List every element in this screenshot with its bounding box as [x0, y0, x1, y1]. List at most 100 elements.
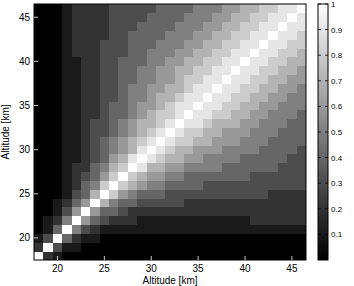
heatmap-cell — [287, 136, 297, 145]
colorbar-tick-label: 0.3 — [331, 179, 343, 188]
heatmap-cell — [43, 101, 53, 110]
heatmap-cell — [137, 172, 147, 181]
heatmap-cell — [231, 242, 241, 251]
heatmap-cell — [278, 216, 288, 225]
heatmap-cell — [268, 198, 278, 207]
heatmap-cell — [156, 198, 166, 207]
heatmap-cell — [118, 136, 128, 145]
x-tick-label: 40 — [239, 263, 251, 274]
heatmap-cell — [118, 66, 128, 75]
heatmap-cell — [90, 189, 100, 198]
heatmap-cell — [287, 110, 297, 119]
heatmap-cell — [250, 119, 260, 128]
heatmap-cell — [156, 189, 166, 198]
heatmap-cell — [137, 22, 147, 31]
colorbar-tick — [325, 55, 328, 56]
heatmap-cell — [147, 207, 157, 216]
heatmap-cell — [43, 13, 53, 22]
heatmap-cell — [128, 48, 138, 57]
y-tick — [34, 61, 38, 62]
heatmap-cell — [175, 242, 185, 251]
heatmap-cell — [297, 225, 306, 234]
heatmap-cell — [147, 225, 157, 234]
heatmap-cell — [297, 234, 306, 243]
heatmap-cell — [118, 234, 128, 243]
heatmap-cell — [53, 128, 63, 137]
heatmap-cell — [147, 234, 157, 243]
heatmap-cell — [137, 75, 147, 84]
heatmap-cell — [109, 216, 119, 225]
heatmap-cell — [118, 207, 128, 216]
heatmap-cell — [81, 181, 91, 190]
heatmap-cell — [222, 119, 232, 128]
heatmap-cell — [278, 207, 288, 216]
heatmap-cell — [268, 101, 278, 110]
heatmap-cell — [240, 181, 250, 190]
x-tick — [151, 256, 152, 260]
heatmap-cell — [297, 83, 306, 92]
heatmap-cell — [240, 110, 250, 119]
heatmap-cell — [222, 4, 232, 13]
heatmap-cell — [118, 13, 128, 22]
heatmap-cell — [81, 216, 91, 225]
heatmap-cell — [268, 225, 278, 234]
heatmap-cell — [128, 101, 138, 110]
heatmap-cell — [118, 75, 128, 84]
heatmap-cell — [109, 57, 119, 66]
heatmap-cell — [184, 83, 194, 92]
heatmap-cell — [137, 128, 147, 137]
heatmap-cell — [287, 172, 297, 181]
heatmap-cell — [287, 207, 297, 216]
heatmap-cell — [212, 119, 222, 128]
y-tick-label: 25 — [19, 188, 31, 199]
heatmap-cell — [287, 163, 297, 172]
heatmap-cell — [100, 22, 110, 31]
x-tick-label: 35 — [193, 263, 205, 274]
heatmap-cell — [287, 66, 297, 75]
heatmap-cell — [287, 13, 297, 22]
heatmap-cell — [118, 22, 128, 31]
heatmap-cell — [137, 251, 147, 260]
heatmap-cell — [165, 110, 175, 119]
heatmap-cell — [72, 163, 82, 172]
heatmap-cell — [203, 242, 213, 251]
heatmap-cell — [222, 48, 232, 57]
heatmap-cell — [212, 189, 222, 198]
heatmap-cell — [250, 163, 260, 172]
heatmap-cell — [268, 136, 278, 145]
heatmap-cell — [203, 13, 213, 22]
heatmap-cell — [109, 75, 119, 84]
heatmap-cell — [165, 128, 175, 137]
heatmap-cell — [240, 101, 250, 110]
heatmap-cell — [184, 234, 194, 243]
heatmap-cell — [222, 189, 232, 198]
heatmap-cell — [212, 30, 222, 39]
heatmap-cell — [240, 225, 250, 234]
heatmap-cell — [43, 181, 53, 190]
heatmap-cell — [287, 101, 297, 110]
heatmap-cell — [240, 128, 250, 137]
heatmap-cell — [147, 83, 157, 92]
heatmap-cell — [62, 110, 72, 119]
heatmap-cell — [203, 128, 213, 137]
heatmap-cell — [109, 92, 119, 101]
heatmap-cell — [250, 154, 260, 163]
heatmap-cell — [109, 119, 119, 128]
heatmap-cell — [53, 251, 63, 260]
colorbar-tick-label: 0.1 — [331, 230, 343, 239]
heatmap-cell — [81, 75, 91, 84]
heatmap-cell — [118, 163, 128, 172]
x-tick — [198, 256, 199, 260]
heatmap-cell — [34, 181, 44, 190]
heatmap-cell — [193, 66, 203, 75]
heatmap-cell — [193, 22, 203, 31]
heatmap-cell — [175, 225, 185, 234]
heatmap-cell — [90, 163, 100, 172]
heatmap-cell — [212, 145, 222, 154]
heatmap-cell — [184, 181, 194, 190]
heatmap-cell — [222, 181, 232, 190]
heatmap-cell — [53, 189, 63, 198]
heatmap-cell — [147, 66, 157, 75]
heatmap-cell — [278, 101, 288, 110]
heatmap-cell — [193, 83, 203, 92]
